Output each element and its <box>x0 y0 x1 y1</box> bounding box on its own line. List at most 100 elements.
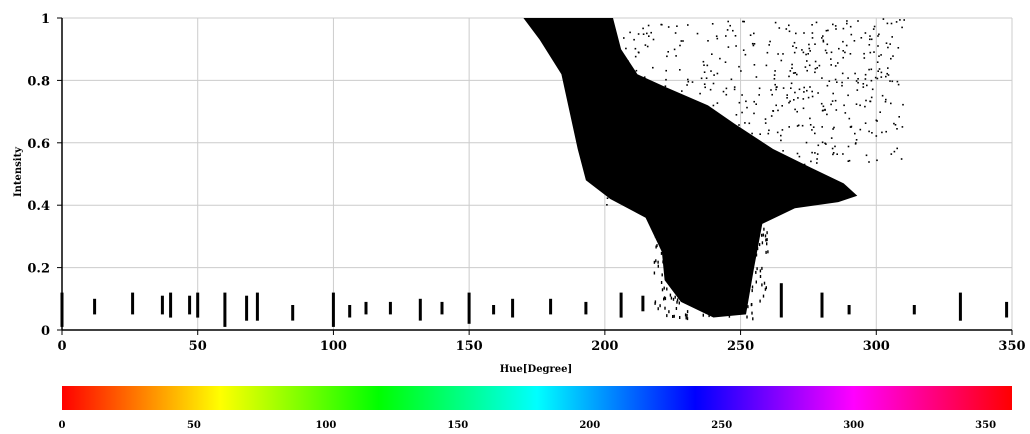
scatter-point <box>826 113 828 116</box>
scatter-point <box>685 287 687 291</box>
scatter-point <box>846 20 848 22</box>
scatter-point <box>854 72 856 75</box>
scatter-point <box>687 246 689 250</box>
scatter-point <box>728 271 730 275</box>
scatter-point <box>780 134 782 137</box>
scatter-point <box>649 129 651 131</box>
scatter-point <box>676 298 679 302</box>
scatter-point <box>699 150 702 153</box>
scatter-point <box>670 264 672 267</box>
scatter-point <box>621 131 623 134</box>
scatter-point <box>880 71 883 74</box>
scatter-point <box>747 273 750 277</box>
scatter-point <box>695 274 698 278</box>
scatter-point <box>725 35 727 37</box>
scatter-point <box>741 111 743 114</box>
scatter-point <box>721 168 723 171</box>
scatter-point <box>792 72 795 74</box>
scatter-point <box>657 183 659 185</box>
scatter-point <box>726 225 728 228</box>
scatter-point <box>723 285 725 289</box>
scatter-point <box>863 52 865 55</box>
scatter-point <box>857 78 859 80</box>
scatter-point <box>902 103 904 106</box>
scatter-point <box>738 101 741 104</box>
scatter-point <box>681 246 683 250</box>
scatter-point <box>842 27 845 30</box>
scatter-point <box>847 77 849 79</box>
scatter-point <box>899 19 901 21</box>
scatter-point <box>621 64 623 66</box>
scatter-point <box>753 196 756 198</box>
scatter-point <box>653 271 656 275</box>
scatter-point <box>809 124 812 126</box>
scatter-point <box>802 98 805 100</box>
scatter-point <box>789 70 792 72</box>
scatter-point <box>619 98 621 101</box>
scatter-point <box>652 66 654 69</box>
scatter-point <box>796 152 799 155</box>
x-tick-label: 250 <box>727 339 754 354</box>
scatter-point <box>822 35 824 37</box>
scatter-point <box>855 103 858 105</box>
scatter-point <box>726 29 729 31</box>
scatter-point <box>830 103 832 106</box>
scatter-point <box>686 84 688 86</box>
scatter-point <box>687 107 689 109</box>
low-intensity-bar <box>820 292 824 318</box>
scatter-point <box>691 301 693 304</box>
scatter-point <box>690 129 693 131</box>
scatter-point <box>726 243 729 247</box>
scatter-point <box>733 265 735 269</box>
scatter-point <box>674 110 676 113</box>
low-intensity-bar <box>131 292 135 315</box>
scatter-point <box>831 100 834 102</box>
scatter-point <box>811 24 813 26</box>
scatter-point <box>721 257 723 261</box>
scatter-point <box>747 232 749 236</box>
scatter-point <box>816 67 818 69</box>
scatter-point <box>711 190 714 192</box>
scatter-point <box>634 55 637 58</box>
scatter-point <box>725 119 727 122</box>
scatter-point <box>664 138 666 140</box>
scatter-point <box>821 77 823 79</box>
scatter-point <box>708 240 710 244</box>
scatter-point <box>664 229 667 233</box>
scatter-point <box>708 314 710 318</box>
scatter-point <box>753 165 755 167</box>
scatter-point <box>849 53 852 55</box>
scatter-point <box>679 69 681 71</box>
scatter-point <box>791 63 793 66</box>
scatter-point <box>844 112 847 114</box>
scatter-point <box>733 86 736 88</box>
scatter-point <box>608 158 610 161</box>
scatter-point <box>617 161 620 164</box>
scatter-point <box>697 286 699 290</box>
scatter-point <box>792 45 794 47</box>
scatter-point <box>864 122 867 124</box>
scatter-point <box>706 64 709 67</box>
scatter-point <box>870 68 873 71</box>
scatter-point <box>676 25 678 27</box>
scatter-point <box>764 234 767 238</box>
scatter-point <box>855 139 858 141</box>
scatter-point <box>721 140 723 142</box>
scatter-point <box>623 162 625 164</box>
scatter-point <box>770 115 773 117</box>
scatter-point <box>682 40 684 42</box>
scatter-point <box>687 289 689 293</box>
scatter-point <box>818 64 821 67</box>
scatter-point <box>667 26 670 28</box>
scatter-point <box>608 180 610 182</box>
scatter-point <box>807 53 809 55</box>
scatter-point <box>890 102 892 105</box>
scatter-point <box>679 316 681 319</box>
scatter-point <box>688 288 690 292</box>
scatter-point <box>657 307 659 311</box>
scatter-point <box>786 94 788 96</box>
scatter-point <box>666 160 669 163</box>
scatter-point <box>646 32 648 35</box>
scatter-point <box>720 294 722 298</box>
scatter-point <box>887 74 890 76</box>
